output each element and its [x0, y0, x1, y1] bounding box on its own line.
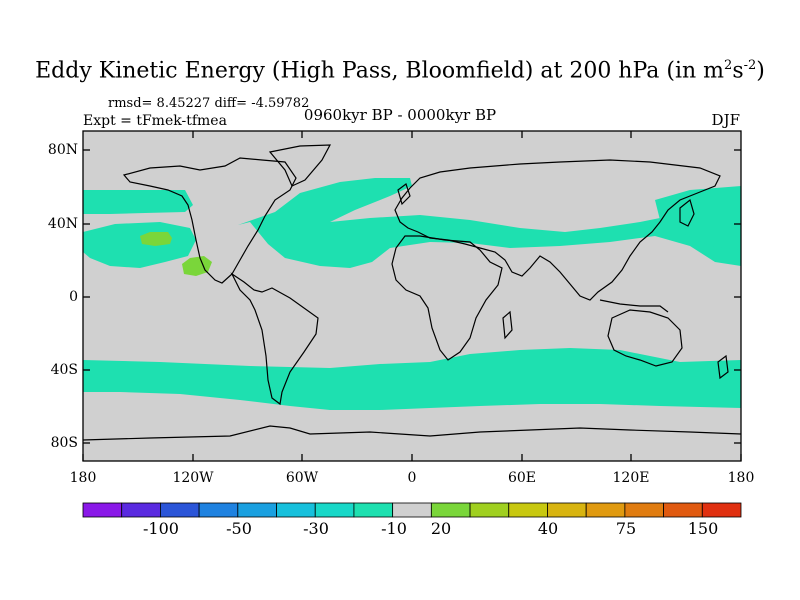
- southern-band: [83, 348, 741, 410]
- colorbar-swatch: [160, 502, 200, 518]
- colorbar-label: -100: [143, 519, 179, 538]
- colorbar-swatch: [663, 502, 703, 518]
- north-america-coast: [122, 157, 297, 284]
- y-label-80n: 80N: [47, 142, 78, 158]
- south-america-coast: [230, 272, 319, 406]
- season-label: DJF: [711, 111, 740, 129]
- x-label-60w: 60W: [285, 470, 319, 486]
- new-zealand-coast: [717, 354, 729, 380]
- africa-coast: [391, 235, 503, 361]
- experiment-label: Expt = tFmek-tfmea: [83, 113, 227, 129]
- colorbar-label: -10: [381, 519, 407, 538]
- x-label-60e: 60E: [507, 470, 537, 486]
- antarctica-coast: [82, 425, 742, 441]
- north-atlantic-band: [238, 178, 741, 268]
- axis-ticks: [82, 131, 742, 461]
- colorbar-swatch: [276, 502, 316, 518]
- colorbar-swatch: [121, 502, 161, 518]
- chart-title: Eddy Kinetic Energy (High Pass, Bloomfie…: [35, 58, 765, 84]
- colorbar-swatch: [198, 502, 239, 518]
- colorbar-swatch: [237, 502, 277, 518]
- japan-coast: [679, 198, 695, 227]
- positive-patch-2: [182, 256, 212, 276]
- positive-patch-1: [140, 232, 172, 246]
- colorbar-label: 75: [615, 519, 637, 538]
- y-label-0: 0: [69, 289, 78, 305]
- colorbar-swatch: [547, 502, 587, 518]
- north-pacific-band-west: [83, 190, 193, 214]
- colorbar-swatch: [701, 502, 742, 518]
- colorbar-label: 20: [430, 519, 452, 538]
- uk-coast: [397, 183, 411, 206]
- colorbar-swatch: [392, 502, 432, 518]
- west-pacific-band: [655, 186, 741, 250]
- colorbar-swatch: [508, 502, 548, 518]
- x-label-0: 0: [407, 470, 417, 486]
- indonesia-coast: [599, 299, 669, 313]
- greenland-coast: [268, 144, 332, 187]
- x-label-180-right: 180: [727, 470, 755, 486]
- anomaly-regions: [83, 178, 741, 410]
- colorbar-label: 150: [687, 519, 719, 538]
- map-background: [83, 131, 741, 461]
- y-label-40s: 40S: [50, 362, 78, 378]
- x-label-120e: 120E: [612, 470, 650, 486]
- madagascar-coast: [502, 310, 513, 340]
- coastlines: [82, 144, 742, 441]
- australia-coast: [607, 309, 683, 367]
- colorbar-label: -50: [226, 519, 252, 538]
- colorbar-swatch: [314, 502, 355, 518]
- period-label: 0960kyr BP - 0000kyr BP: [303, 106, 497, 124]
- colorbar-swatch: [82, 502, 123, 518]
- colorbar-swatch: [430, 502, 471, 518]
- x-label-120w: 120W: [172, 470, 214, 486]
- colorbar-swatch: [353, 502, 394, 518]
- colorbar-label: 40: [537, 519, 559, 538]
- colorbar: [82, 502, 742, 518]
- y-label-80s: 80S: [50, 435, 78, 451]
- colorbar-swatch: [624, 502, 664, 518]
- colorbar-label: -30: [303, 519, 329, 538]
- x-label-180-left: 180: [69, 470, 97, 486]
- y-label-40n: 40N: [47, 216, 78, 232]
- colorbar-swatch: [469, 502, 510, 518]
- stats-text: rmsd= 8.45227 diff= -4.59782: [108, 96, 310, 111]
- colorbar-swatch: [585, 502, 626, 518]
